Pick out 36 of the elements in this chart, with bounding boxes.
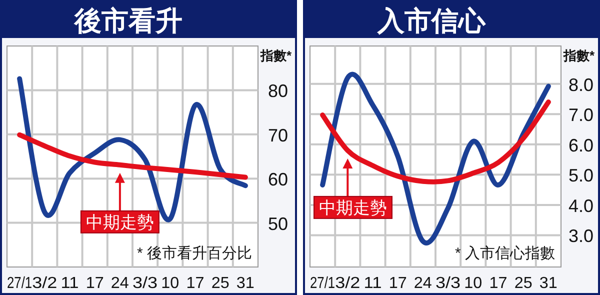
x-tick-label: 24 bbox=[110, 275, 130, 292]
x-tick-label: 11 bbox=[60, 275, 79, 292]
x-tick-label: 3/2 bbox=[32, 275, 58, 292]
y-tick-label: 6.0 bbox=[568, 135, 594, 156]
y-axis-title: 指數* bbox=[562, 48, 596, 63]
y-tick-label: 8.0 bbox=[568, 74, 594, 95]
y-tick-label: 7.0 bbox=[568, 105, 594, 126]
y-tick-label: 4.0 bbox=[568, 196, 594, 216]
x-tick-label: 3/2 bbox=[335, 275, 360, 292]
y-tick-label: 70 bbox=[268, 125, 288, 146]
x-tick-label: 17 bbox=[186, 275, 204, 292]
y-tick-label: 50 bbox=[268, 214, 288, 234]
x-tick-label: 10 bbox=[161, 275, 180, 292]
chart-title: 後市看升 bbox=[74, 6, 182, 36]
x-tick-label: 17 bbox=[86, 275, 104, 292]
x-tick-label: 24 bbox=[414, 275, 432, 292]
x-tick-label: 17 bbox=[489, 275, 508, 292]
chart-title: 入市信心 bbox=[376, 6, 486, 36]
y-tick-label: 3.0 bbox=[568, 226, 594, 246]
annotation: * 入市信心指數 bbox=[454, 245, 555, 262]
x-tick-label: 3/3 bbox=[436, 275, 461, 292]
x-tick-label: 25 bbox=[514, 275, 532, 292]
annotation: 中期走勢 bbox=[319, 198, 387, 218]
x-tick-label: 31 bbox=[539, 275, 558, 292]
x-tick-label: 25 bbox=[211, 275, 230, 292]
y-axis-title: 指數* bbox=[259, 48, 292, 63]
x-tick-label: 11 bbox=[364, 275, 382, 292]
y-tick-label: 80 bbox=[268, 81, 288, 102]
annotation: 中期走勢 bbox=[86, 212, 154, 232]
y-tick-label: 60 bbox=[268, 170, 288, 190]
x-tick-label: 17 bbox=[388, 275, 407, 292]
x-tick-label: 31 bbox=[236, 275, 255, 292]
x-tick-label: 3/3 bbox=[132, 275, 158, 292]
annotation: * 後市看升百分比 bbox=[136, 245, 252, 262]
y-tick-label: 5.0 bbox=[568, 166, 594, 186]
x-tick-label: 10 bbox=[464, 275, 482, 292]
